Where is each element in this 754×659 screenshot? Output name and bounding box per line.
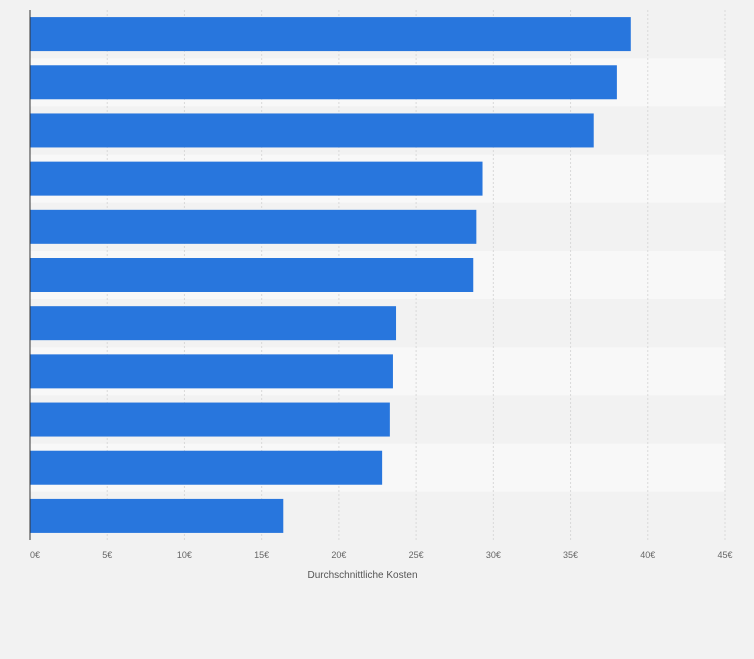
bar[interactable]	[30, 17, 631, 52]
bar[interactable]	[30, 113, 594, 148]
bar[interactable]	[30, 161, 483, 196]
bar[interactable]	[30, 258, 474, 292]
x-tick-label: 35€	[563, 550, 578, 560]
bar[interactable]	[30, 498, 284, 533]
x-tick-labels: 0€ 5€ 10€ 15€ 20€ 25€ 30€ 35€ 40€ 45€	[30, 550, 733, 560]
x-axis-title: Durchschnittliche Kosten	[307, 570, 417, 581]
bar[interactable]	[30, 65, 617, 100]
x-tick-label: 30€	[486, 550, 501, 560]
bar[interactable]	[30, 450, 383, 485]
x-tick-label: 10€	[177, 550, 192, 560]
bar[interactable]	[30, 402, 390, 437]
bar[interactable]	[30, 209, 477, 244]
bar[interactable]	[30, 354, 393, 389]
x-tick-label: 5€	[102, 550, 112, 560]
x-tick-label: 20€	[331, 550, 346, 560]
bars	[30, 17, 631, 533]
x-tick-label: 15€	[254, 550, 269, 560]
bar[interactable]	[30, 306, 397, 341]
x-tick-label: 25€	[409, 550, 424, 560]
x-tick-label: 40€	[640, 550, 655, 560]
x-tick-label: 0€	[30, 550, 40, 560]
x-tick-label: 45€	[717, 550, 732, 560]
